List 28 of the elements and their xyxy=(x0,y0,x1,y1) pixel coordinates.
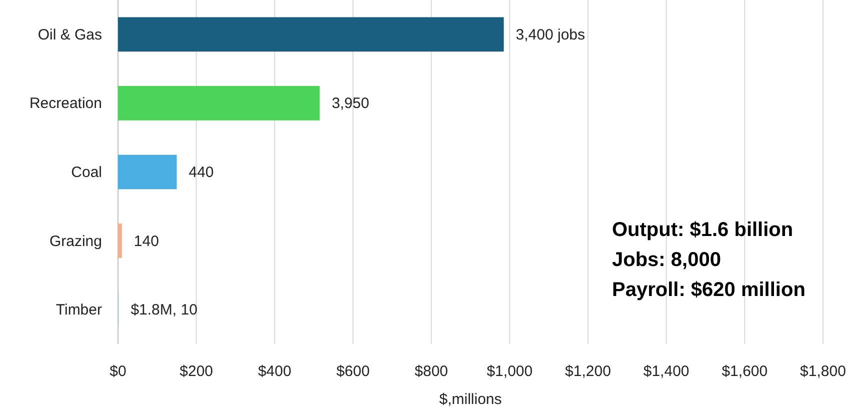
y-tick-label: Oil & Gas xyxy=(38,26,102,44)
x-tick-label: $1,600 xyxy=(722,363,768,380)
annotation: Jobs: 8,000 xyxy=(612,249,721,271)
annotation: Payroll: $620 million xyxy=(612,279,806,301)
x-tick-label: $1,400 xyxy=(643,363,690,380)
y-tick-label: Grazing xyxy=(49,232,102,250)
annotation: 3,400 jobs xyxy=(516,26,586,44)
bar xyxy=(118,17,504,52)
x-tick-label: $400 xyxy=(258,363,292,380)
x-tick-label: $0 xyxy=(110,363,126,380)
x-tick-label: $600 xyxy=(336,363,370,380)
x-tick-label: $800 xyxy=(414,363,448,380)
y-tick-label: Timber xyxy=(56,302,102,319)
x-tick-label: $1,000 xyxy=(486,363,533,380)
x-tick-label: $1,800 xyxy=(800,363,846,380)
x-axis-title: $,millions xyxy=(439,391,502,408)
annotation: $1.8M, 10 xyxy=(130,302,198,319)
bar xyxy=(118,154,177,190)
bar xyxy=(118,224,122,258)
annotation: Output: $1.6 billion xyxy=(612,219,794,241)
annotation: 440 xyxy=(188,164,214,181)
x-tick-label: $200 xyxy=(180,363,214,380)
annotation: 3,950 xyxy=(332,95,370,112)
bar xyxy=(118,86,320,120)
x-tick-label: $1,200 xyxy=(565,363,611,380)
y-tick-label: Coal xyxy=(71,164,102,181)
y-tick-label: Recreation xyxy=(29,95,102,112)
annotation: 140 xyxy=(134,232,159,250)
